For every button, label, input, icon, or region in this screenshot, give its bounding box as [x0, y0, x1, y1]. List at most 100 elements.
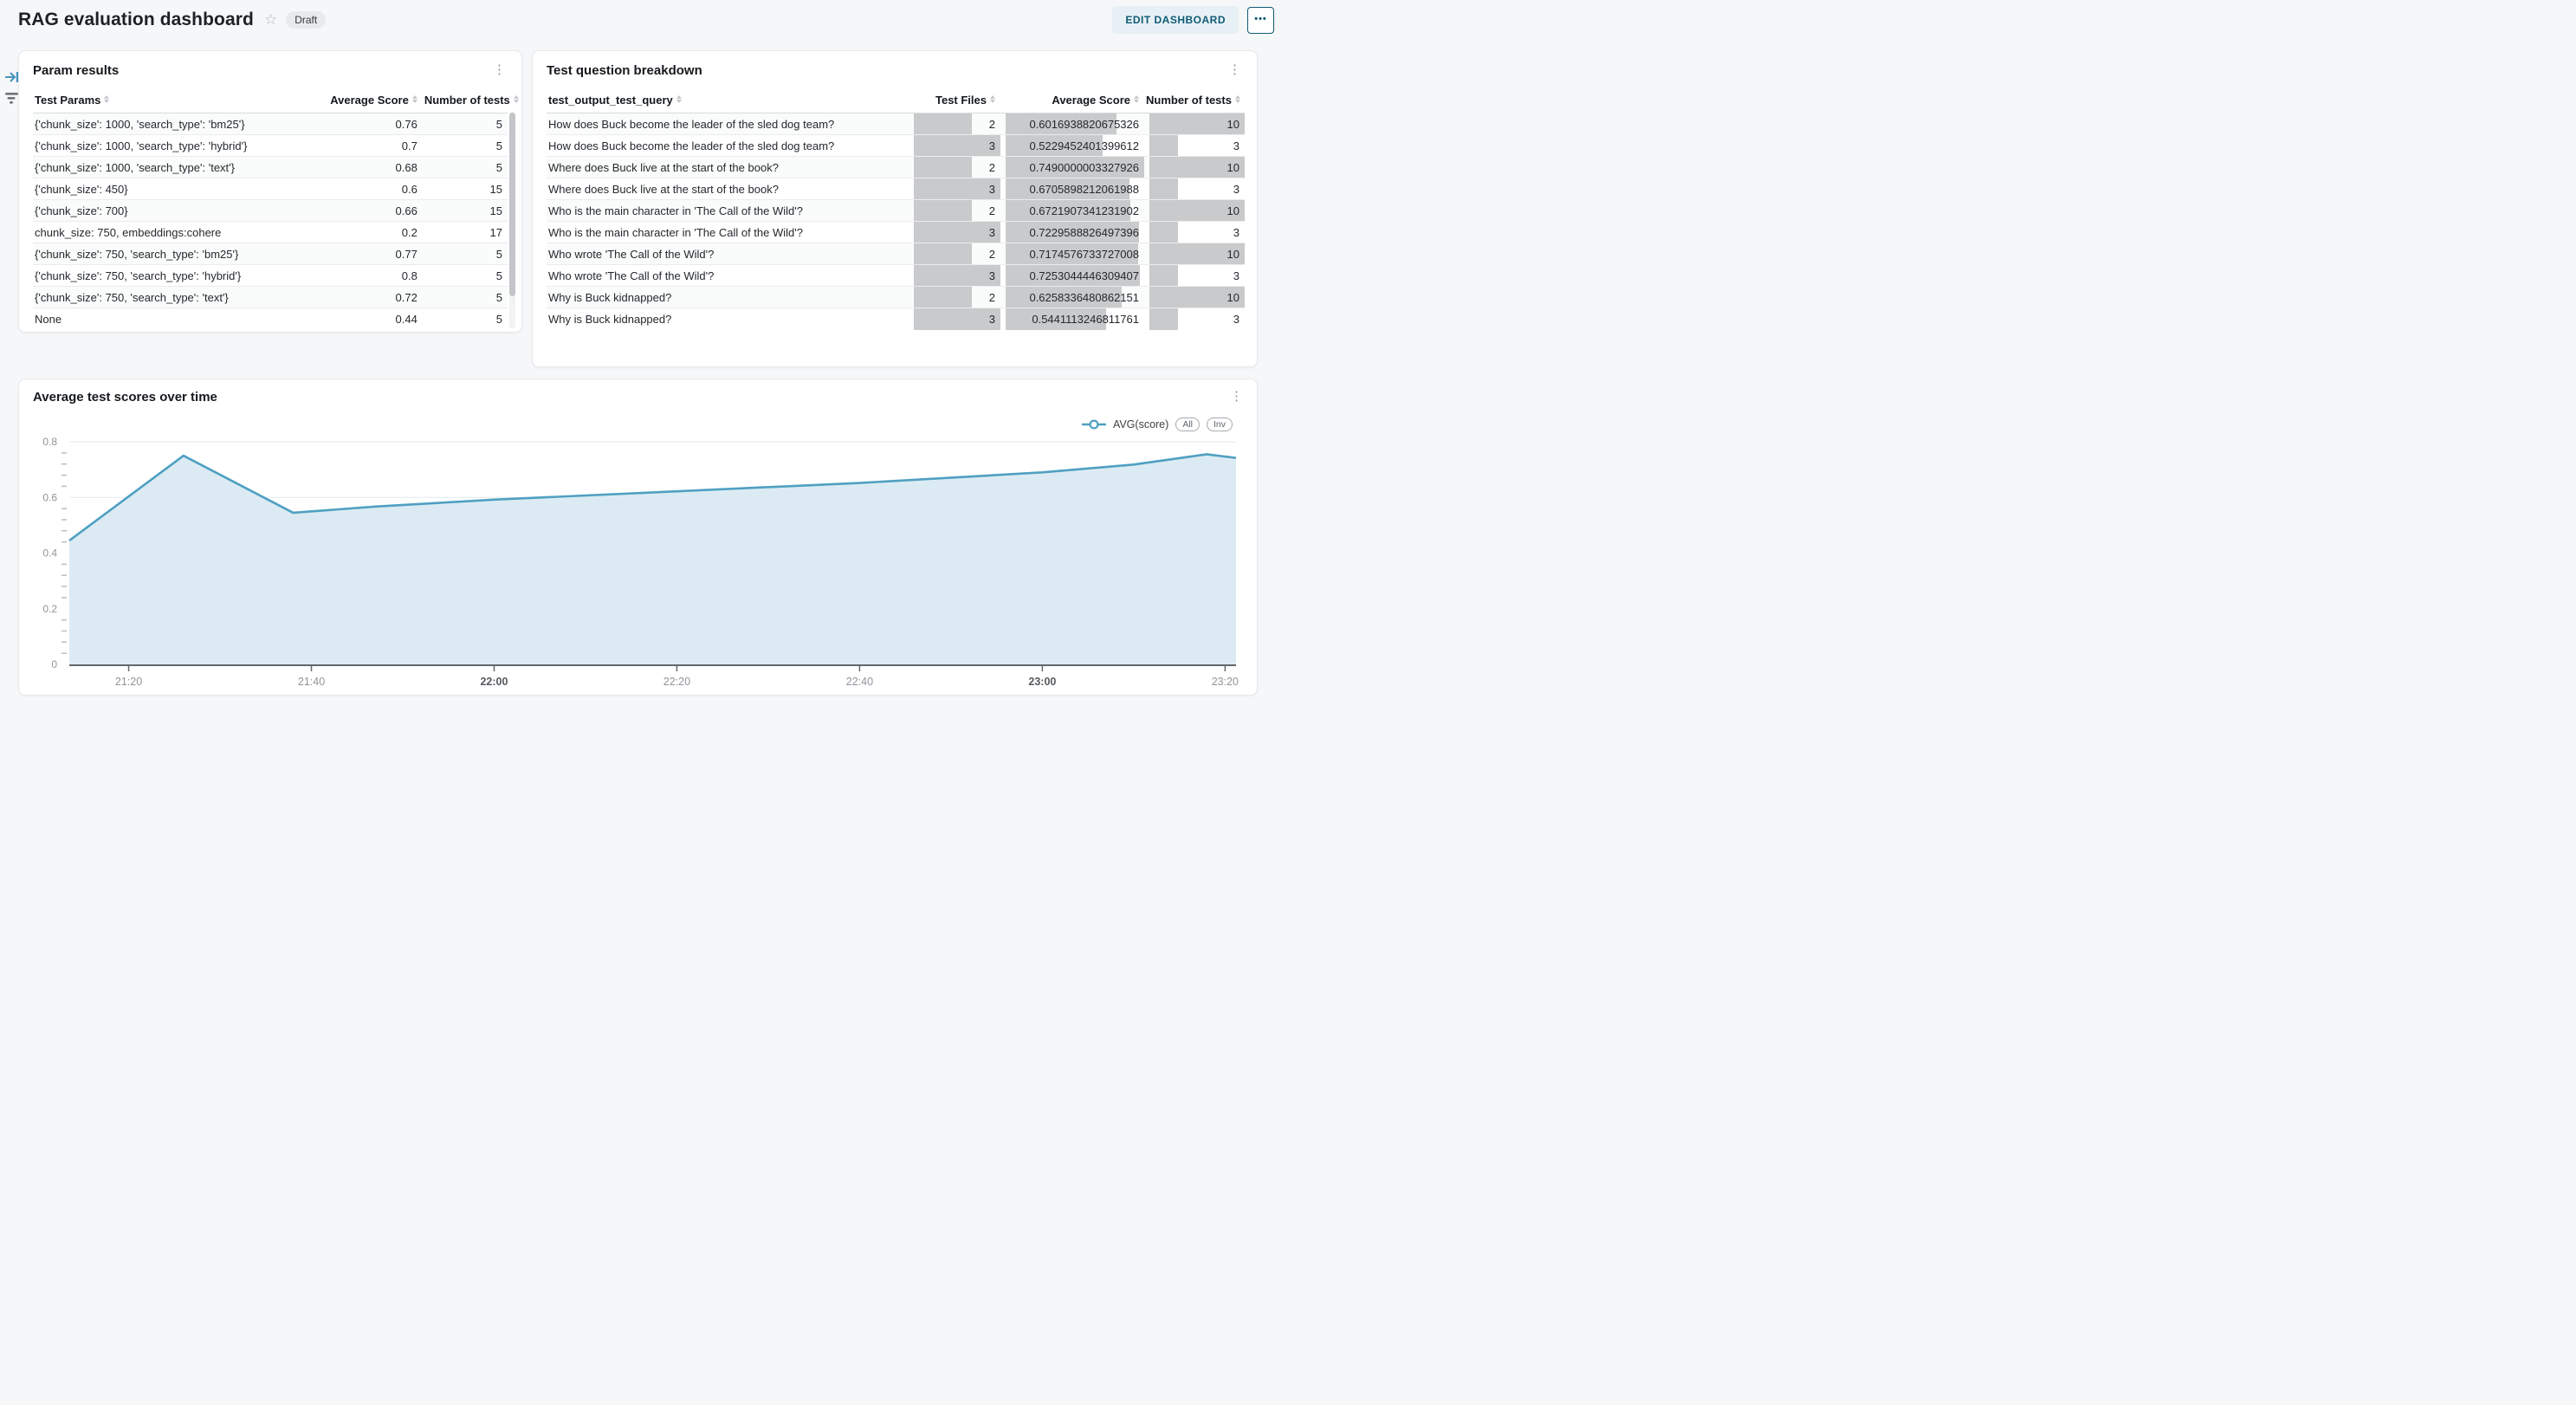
panel-title: Test question breakdown	[547, 63, 702, 78]
collapse-panel-icon[interactable]	[4, 69, 20, 85]
query-cell: How does Buck become the leader of the s…	[548, 117, 835, 131]
sort-icon[interactable]	[1234, 94, 1240, 103]
cell-value: 3	[1233, 139, 1239, 152]
sort-icon[interactable]	[676, 94, 682, 103]
data-bar	[914, 222, 1000, 243]
cell-value: 0.7229588826497396	[1029, 226, 1139, 239]
cell-value: 0.7174576733727008	[1029, 248, 1139, 261]
data-bar	[1006, 178, 1130, 199]
favorite-star-icon[interactable]: ☆	[263, 11, 278, 28]
data-bar	[914, 200, 972, 221]
x-axis-label: 22:20	[663, 676, 690, 688]
data-bar	[1149, 200, 1245, 221]
column-header-number-of-tests[interactable]: Number of tests	[1144, 88, 1245, 113]
table-row: Who wrote 'The Call of the Wild'? 3 0.7253…	[547, 264, 1245, 287]
param-cell: {'chunk_size': 1000, 'search_type': 'tex…	[33, 156, 326, 178]
value-cell-with-bar: 0.6016938820675326	[1000, 113, 1144, 135]
sort-icon[interactable]	[990, 94, 995, 103]
panel-menu-icon[interactable]: ⋮	[1230, 389, 1243, 404]
data-bar	[1149, 222, 1178, 243]
data-bar	[914, 135, 1000, 156]
cell-value: 3	[1233, 313, 1239, 326]
app-header: RAG evaluation dashboard ☆ Draft EDIT DA…	[0, 0, 1288, 40]
data-bar	[1006, 287, 1122, 308]
value-cell-with-bar: 0.6721907341231902	[1000, 199, 1144, 222]
cell-value: 10	[1227, 204, 1239, 217]
column-header-test-files[interactable]: Test Files	[909, 88, 1000, 113]
scrollbar-thumb[interactable]	[509, 113, 515, 296]
value-cell-with-bar: 3	[909, 134, 1000, 157]
table-row: Why is Buck kidnapped? 3 0.544111324681176…	[547, 308, 1245, 330]
column-header-test-params[interactable]: Test Params	[33, 88, 326, 113]
value-cell: 5	[422, 134, 508, 157]
series-line	[68, 453, 1237, 542]
x-axis-label: 22:00	[480, 676, 508, 688]
column-header-query[interactable]: test_output_test_query	[547, 88, 909, 113]
column-header-number-of-tests[interactable]: Number of tests	[422, 88, 519, 113]
legend-invert-button[interactable]: Inv	[1206, 418, 1233, 431]
param-results-table: Test Params Average Score Number of test…	[33, 88, 519, 330]
panel-menu-icon[interactable]: ⋮	[1228, 62, 1241, 77]
value-cell-with-bar: 2	[909, 113, 1000, 135]
value-cell-with-bar: 2	[909, 286, 1000, 308]
cell-value: 0.6705898212061988	[1029, 183, 1139, 196]
table-row: Why is Buck kidnapped? 2 0.625833648086215…	[547, 286, 1245, 308]
y-axis-label: 0.2	[42, 603, 57, 615]
value-cell: 15	[422, 178, 508, 200]
value-cell: 0.72	[325, 286, 423, 308]
cell-value: 3	[1233, 269, 1239, 282]
status-badge: Draft	[286, 11, 327, 29]
value-cell-with-bar: 3	[1144, 264, 1245, 287]
value-cell: 5	[422, 264, 508, 287]
table-row: {'chunk_size': 750, 'search_type': 'hybr…	[33, 264, 508, 287]
legend-series-label[interactable]: AVG(score)	[1112, 418, 1169, 431]
legend-series-marker-icon[interactable]	[1081, 419, 1106, 430]
cell-value: 3	[1233, 226, 1239, 239]
cell-value: 10	[1227, 291, 1239, 304]
table-row: Where does Buck live at the start of the…	[547, 156, 1245, 178]
value-cell: 5	[422, 286, 508, 308]
column-header-average-score[interactable]: Average Score	[325, 88, 423, 113]
query-cell: How does Buck become the leader of the s…	[547, 134, 909, 157]
value-cell-with-bar: 0.7253044446309407	[1000, 264, 1144, 287]
query-cell: Where does Buck live at the start of the…	[547, 156, 909, 178]
table-row: Who is the main character in 'The Call o…	[547, 221, 1245, 243]
value-cell-with-bar: 3	[1144, 178, 1245, 200]
table-row: How does Buck become the leader of the s…	[547, 113, 1245, 135]
cell-value: 0.6258336480862151	[1029, 291, 1139, 304]
value-cell-with-bar: 3	[909, 264, 1000, 287]
table-row: chunk_size: 750, embeddings:cohere 0.2 17	[33, 221, 508, 243]
chart-legend: AVG(score) All Inv	[1081, 418, 1233, 431]
sort-icon[interactable]	[513, 94, 519, 103]
legend-select-all-button[interactable]: All	[1175, 418, 1200, 431]
value-cell: 0.8	[325, 264, 423, 287]
cell-value: 10	[1227, 248, 1239, 261]
cell-value: 3	[988, 226, 995, 239]
data-bar	[1149, 178, 1178, 199]
cell-value: 3	[988, 313, 995, 326]
query-cell: Why is Buck kidnapped?	[547, 286, 909, 308]
panel-title: Param results	[33, 63, 120, 78]
sort-icon[interactable]	[104, 94, 110, 103]
data-bar	[1149, 157, 1245, 178]
query-cell: Where does Buck live at the start of the…	[547, 178, 909, 200]
column-header-average-score[interactable]: Average Score	[1000, 88, 1144, 113]
cell-value: 2	[988, 248, 995, 261]
edit-dashboard-button[interactable]: EDIT DASHBOARD	[1112, 6, 1239, 34]
table-row: How does Buck become the leader of the s…	[547, 134, 1245, 157]
table-row: Who is the main character in 'The Call o…	[547, 199, 1245, 222]
param-cell: {'chunk_size': 1000, 'search_type': 'hyb…	[33, 134, 326, 157]
param-cell: {'chunk_size': 750, 'search_type': 'text…	[33, 286, 326, 308]
panel-menu-icon[interactable]: ⋮	[493, 62, 506, 77]
sort-icon[interactable]	[1134, 94, 1139, 103]
header-overflow-menu-button[interactable]: •••	[1247, 6, 1274, 34]
y-axis-label: 0.6	[42, 491, 57, 503]
data-bar	[1006, 113, 1117, 134]
data-bar	[914, 157, 972, 178]
value-cell-with-bar: 10	[1144, 243, 1245, 265]
param-cell: {'chunk_size': 750, 'search_type': 'bm25…	[33, 243, 326, 265]
param-cell: None	[33, 308, 326, 330]
filter-icon[interactable]	[4, 90, 20, 106]
sort-icon[interactable]	[411, 94, 417, 103]
table-row: {'chunk_size': 1000, 'search_type': 'bm2…	[33, 113, 508, 135]
